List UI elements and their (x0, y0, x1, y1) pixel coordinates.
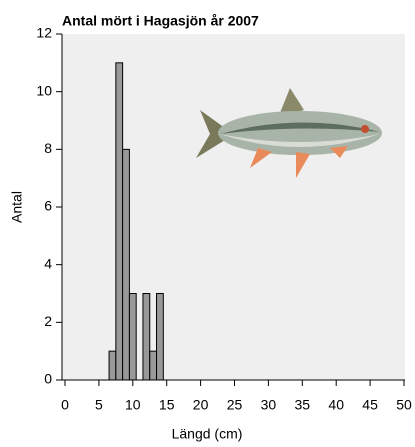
y-tick-label: 0 (44, 371, 52, 387)
bar (142, 293, 151, 381)
fish-illustration (196, 88, 382, 178)
y-tick-label: 2 (44, 313, 52, 329)
x-axis-label: Längd (cm) (172, 426, 243, 442)
x-tick-label: 35 (295, 397, 311, 413)
plot-background (62, 34, 405, 380)
x-tick-label: 5 (95, 397, 103, 413)
x-tick-label: 25 (227, 397, 243, 413)
x-tick-label: 40 (328, 397, 344, 413)
x-tick-label: 45 (362, 397, 378, 413)
bar (128, 293, 137, 381)
y-tick-label: 4 (44, 255, 52, 271)
x-tick-label: 50 (396, 397, 412, 413)
bar (108, 350, 117, 381)
x-tick-label: 20 (193, 397, 209, 413)
x-tick-label: 0 (61, 397, 69, 413)
chart-title: Antal mört i Hagasjön år 2007 (62, 13, 259, 29)
x-tick-label: 15 (159, 397, 175, 413)
x-tick-label: 30 (261, 397, 277, 413)
bar (149, 350, 158, 381)
y-tick-label: 10 (36, 82, 52, 98)
y-tick-label: 6 (44, 198, 52, 214)
y-tick-label: 12 (36, 25, 52, 41)
y-tick-label: 8 (44, 140, 52, 156)
bar (122, 148, 130, 381)
x-tick-label: 10 (125, 397, 141, 413)
bar (156, 293, 164, 381)
y-axis-label: Antal (9, 191, 25, 223)
bar (115, 62, 124, 381)
